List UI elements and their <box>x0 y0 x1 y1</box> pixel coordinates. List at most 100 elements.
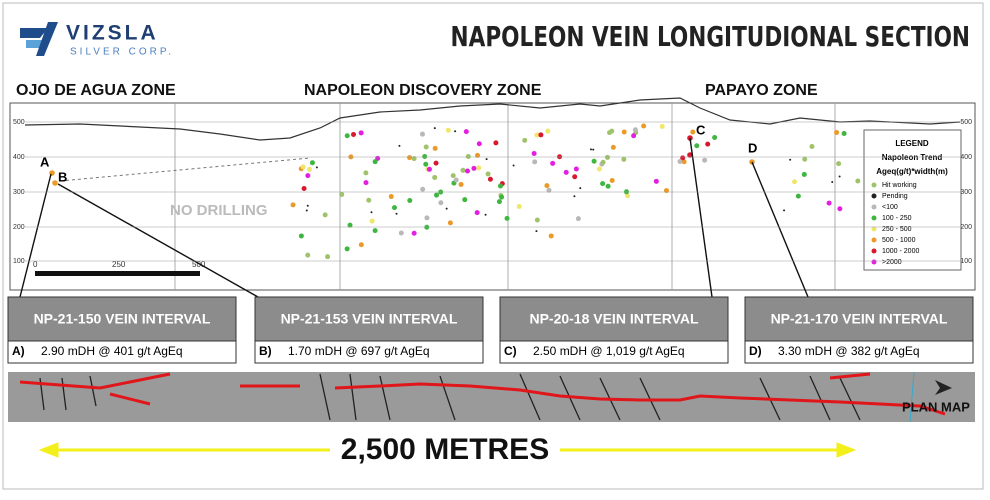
drill-point <box>681 159 687 165</box>
drill-point <box>702 157 708 163</box>
drill-point <box>325 254 331 260</box>
interval-result: 2.50 mDH @ 1,019 g/t AgEq <box>533 344 685 358</box>
drill-point <box>438 200 444 206</box>
interval-header <box>744 296 974 342</box>
drill-point <box>433 160 439 166</box>
drill-point <box>579 187 582 190</box>
drill-point <box>516 204 522 210</box>
no-drilling: NO DRILLING <box>170 202 268 219</box>
drill-point <box>487 176 493 182</box>
drill-point <box>496 199 502 205</box>
interval-row <box>499 340 729 364</box>
drill-point <box>411 156 417 162</box>
drill-point <box>855 178 861 184</box>
drill-point <box>801 171 807 177</box>
drill-point <box>300 164 306 170</box>
drill-point <box>497 183 503 189</box>
interval-row <box>7 340 237 364</box>
drill-point <box>837 206 843 212</box>
drill-point <box>306 204 309 207</box>
legend-swatch <box>871 204 877 210</box>
interval-letter: D) <box>749 344 762 358</box>
point-label: B <box>58 169 67 184</box>
drill-point <box>545 128 551 134</box>
drill-point <box>795 193 801 199</box>
interval-result: 2.90 mDH @ 401 g/t AgEq <box>41 344 183 358</box>
legend-swatch <box>871 182 877 188</box>
interval-letter: B) <box>259 344 272 358</box>
drill-point <box>563 169 569 175</box>
legend-title: LEGEND <box>895 139 929 148</box>
elevation-label: 200 <box>960 224 972 231</box>
legend-label: >2000 <box>882 259 902 266</box>
elevation-label: 400 <box>13 154 25 161</box>
drill-point <box>445 127 451 133</box>
drill-point <box>534 217 540 223</box>
drill-point <box>609 177 615 183</box>
drill-point <box>838 175 841 178</box>
drill-point <box>344 246 350 252</box>
drill-point <box>484 213 487 216</box>
drill-point <box>836 161 842 167</box>
interval-result: 1.70 mDH @ 697 g/t AgEq <box>288 344 430 358</box>
drill-point <box>493 140 499 146</box>
drill-point <box>705 141 711 147</box>
drill-point <box>809 143 815 149</box>
drill-point <box>621 156 627 162</box>
drill-point <box>315 166 318 169</box>
logo-name: VIZSLA <box>66 22 159 45</box>
drill-point <box>550 160 556 166</box>
zone-label: OJO DE AGUA ZONE <box>16 82 176 99</box>
legend-subtitle: Napoleon Trend <box>882 153 943 162</box>
drill-point <box>600 181 606 187</box>
drill-point <box>423 161 429 167</box>
interval-hole: NP-20-18 VEIN INTERVAL <box>529 311 699 327</box>
north-arrow <box>935 380 952 395</box>
drill-point <box>432 174 438 180</box>
drill-point <box>546 187 552 193</box>
drill-point <box>462 197 468 203</box>
drill-point <box>632 127 638 133</box>
drill-point <box>522 137 528 143</box>
interval-letter: A) <box>12 344 25 358</box>
drill-point <box>363 180 369 186</box>
drill-point <box>572 174 578 180</box>
leader-lines <box>19 137 809 298</box>
drill-point <box>573 166 579 172</box>
legend-swatch <box>871 215 877 221</box>
drill-point <box>391 205 397 211</box>
scale-bar <box>35 271 200 276</box>
vein-trace <box>829 372 871 380</box>
drill-point <box>690 129 696 135</box>
drill-point <box>450 173 456 179</box>
elevation-label: 100 <box>960 258 972 265</box>
drill-point <box>476 141 482 147</box>
drill-point <box>434 192 440 198</box>
zone-label: PAPAYO ZONE <box>705 82 818 99</box>
drill-point <box>534 132 540 138</box>
drill-point <box>474 210 480 216</box>
elevation-label: 400 <box>960 154 972 161</box>
scale-label: 500 <box>192 260 206 269</box>
drill-point <box>432 145 438 151</box>
drill-point <box>460 167 466 173</box>
drill-point <box>339 191 345 197</box>
intervals: NP-21-150 VEIN INTERVAL A) 2.90 mDH @ 401 … <box>7 296 974 364</box>
interval-hole: NP-21-150 VEIN INTERVAL <box>34 311 211 327</box>
point-label: C <box>696 122 706 137</box>
drill-point <box>395 212 398 215</box>
drill-point <box>471 165 477 171</box>
drill-point <box>783 209 786 212</box>
logo <box>20 22 58 56</box>
drill-point <box>420 186 426 192</box>
distance-label: 2,500 METRES <box>341 433 549 466</box>
drill-point <box>625 193 631 199</box>
drill-point <box>370 211 373 214</box>
title: NAPOLEON VEIN LONGITUDIONAL SECTION <box>451 21 970 53</box>
drill-point <box>344 133 350 139</box>
legend-swatch <box>871 237 877 243</box>
drill-point <box>802 156 808 162</box>
plan-map-label: PLAN MAP <box>902 399 970 414</box>
drill-point <box>680 155 686 161</box>
drill-point <box>532 159 538 165</box>
